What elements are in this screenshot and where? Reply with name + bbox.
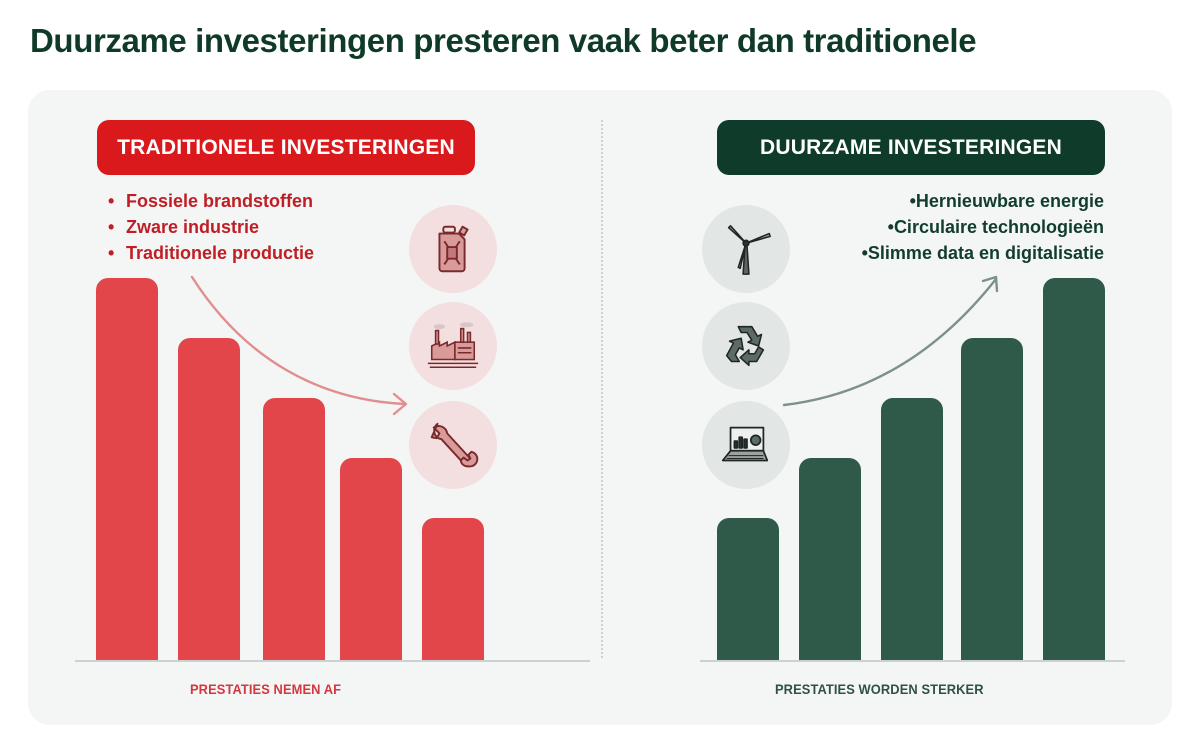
traditional-footer-label: PRESTATIES NEMEN AF [190,681,342,697]
traditional-bar-3 [263,398,325,661]
traditional-bar-1 [96,278,158,661]
sustainable-bullet-list: •Hernieuwbare energie •Circulaire techno… [850,188,1104,266]
traditional-badge: TRADITIONELE INVESTERINGEN [97,120,475,175]
page-title: Duurzame investeringen presteren vaak be… [30,22,977,59]
traditional-bullet-list: • Fossiele brandstoffen • Zware industrie … [108,188,314,266]
recycle-icon [702,302,790,390]
center-divider [601,120,603,658]
sustainable-bar-1 [717,518,779,661]
traditional-bar-4 [340,458,402,661]
traditional-baseline [75,660,590,662]
wrench-icon [409,401,497,489]
bullet-icon: • [108,243,115,263]
bullet-icon: • [909,191,916,211]
bullet-icon: • [108,191,115,211]
list-item: •Slimme data en digitalisatie [850,240,1104,266]
traditional-bar-2 [178,338,240,661]
list-item: • Zware industrie [108,214,314,240]
sustainable-badge: DUURZAME INVESTERINGEN [717,120,1105,175]
bullet-icon: • [861,243,868,263]
bullet-icon: • [887,217,894,237]
list-item: • Traditionele productie [108,240,314,266]
sustainable-bar-5 [1043,278,1105,661]
jerry-can-icon [409,205,497,293]
sustainable-baseline [700,660,1125,662]
sustainable-bar-2 [799,458,861,661]
list-item: •Hernieuwbare energie [850,188,1104,214]
sustainable-bar-4 [961,338,1023,661]
traditional-bar-5 [422,518,484,661]
wind-turbine-icon [702,205,790,293]
list-item: • Fossiele brandstoffen [108,188,314,214]
sustainable-bar-3 [881,398,943,661]
factory-icon [409,302,497,390]
list-item: •Circulaire technologieën [850,214,1104,240]
bullet-icon: • [108,217,115,237]
laptop-chart-icon [702,401,790,489]
sustainable-footer-label: PRESTATIES WORDEN STERKER [775,681,984,697]
